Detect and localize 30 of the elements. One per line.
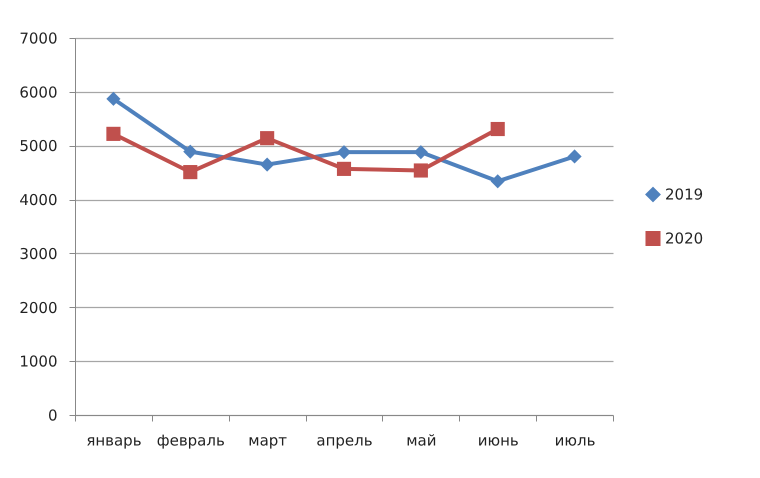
y-tick-label: 3000 xyxy=(19,244,58,263)
y-tick-label: 5000 xyxy=(19,137,58,156)
y-tick-label: 1000 xyxy=(19,352,58,371)
y-tick-label: 2000 xyxy=(19,298,58,317)
point xyxy=(336,145,352,160)
y-tick-label: 4000 xyxy=(19,191,58,210)
point xyxy=(106,92,120,106)
x-tick-label: май xyxy=(406,432,436,450)
point xyxy=(568,149,582,164)
x-tick-label: март xyxy=(248,432,288,450)
y-tick-label: 7000 xyxy=(19,30,58,48)
point xyxy=(490,122,505,136)
legend-label: 2019 xyxy=(665,186,704,204)
x-tick-label: апрель xyxy=(316,432,373,450)
point xyxy=(183,144,198,159)
x-tick-label: январь xyxy=(86,432,142,450)
point xyxy=(336,162,352,176)
point xyxy=(106,126,120,141)
x-tick-label: июль xyxy=(554,432,596,450)
y-tick-label: 0 xyxy=(48,406,58,424)
y-tick-label: 6000 xyxy=(19,83,58,102)
point xyxy=(490,174,505,188)
x-tick-label: июнь xyxy=(478,432,519,450)
point xyxy=(260,131,274,146)
legend-label: 2020 xyxy=(665,230,704,248)
point xyxy=(414,163,428,178)
point xyxy=(414,145,428,160)
point xyxy=(183,165,198,180)
point xyxy=(260,157,274,172)
x-tick-label: февраль xyxy=(156,432,225,450)
